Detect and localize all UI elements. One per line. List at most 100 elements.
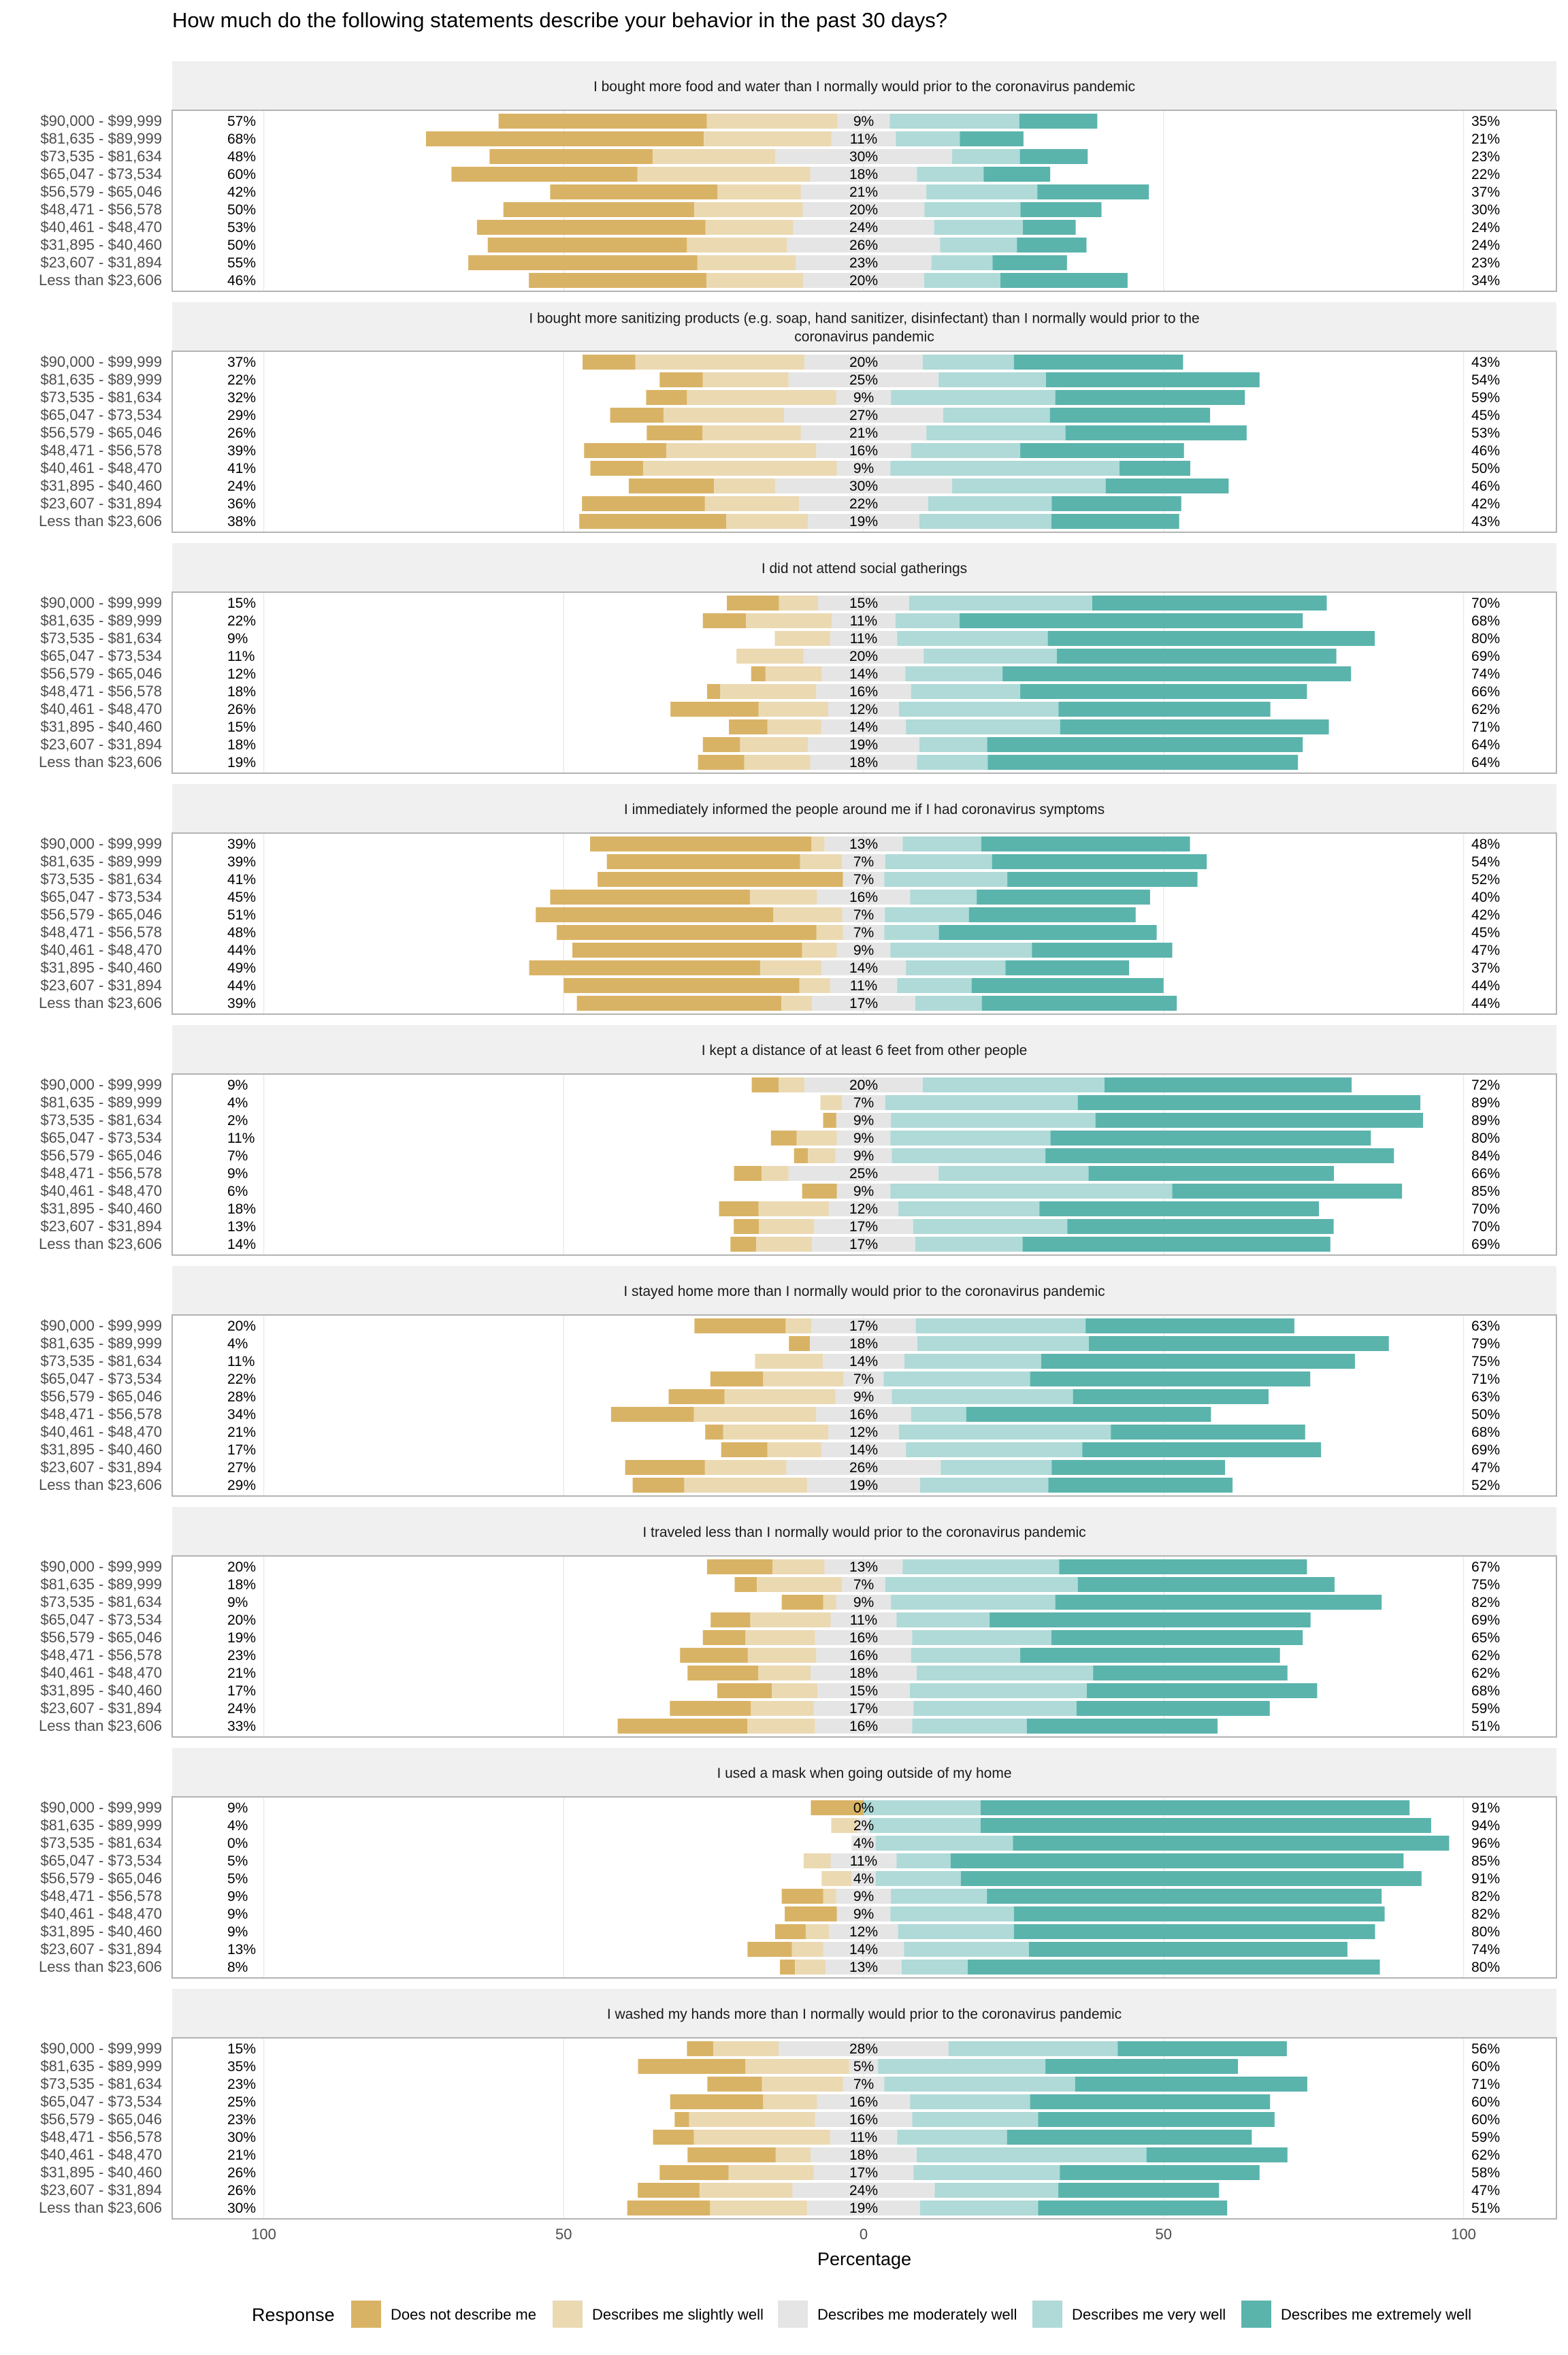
bar-segment-4 <box>884 925 939 940</box>
bar-segment-4 <box>878 2059 1046 2074</box>
center-percent-label: 5% <box>853 2059 874 2075</box>
category-label: $81,635 - $89,999 <box>40 371 162 388</box>
bar-segment-1 <box>584 443 666 458</box>
category-label: $23,607 - $31,894 <box>40 1940 162 1958</box>
right-percent-label: 30% <box>1471 202 1500 218</box>
bar-segment-5 <box>1030 2094 1271 2109</box>
right-percent-label: 70% <box>1471 1201 1500 1217</box>
category-label: $48,471 - $56,578 <box>40 1887 162 1904</box>
category-label: $31,895 - $40,460 <box>40 1923 162 1940</box>
panel-title: I immediately informed the people around… <box>624 802 1105 817</box>
bar-segment-1 <box>706 1559 773 1574</box>
right-percent-label: 94% <box>1471 1818 1500 1834</box>
category-label: $56,579 - $65,046 <box>40 424 162 441</box>
bar-segment-4 <box>884 872 1008 887</box>
category-label: $31,895 - $40,460 <box>40 236 162 253</box>
left-percent-label: 13% <box>227 1942 256 1958</box>
bar-segment-4 <box>884 2077 1075 2092</box>
bar-segment-3 <box>817 890 911 905</box>
bar-segment-1 <box>802 1184 837 1199</box>
right-percent-label: 65% <box>1471 1630 1500 1646</box>
bar-segment-2 <box>637 167 811 182</box>
category-label: $90,000 - $99,999 <box>40 1799 162 1816</box>
panel: I bought more sanitizing products (e.g. … <box>39 302 1557 533</box>
bar-segment-3 <box>836 943 891 958</box>
bar-segment-2 <box>749 890 817 905</box>
bar-segment-1 <box>668 1389 725 1404</box>
left-percent-label: 18% <box>227 1201 256 1217</box>
left-percent-label: 20% <box>227 1559 256 1575</box>
right-percent-label: 47% <box>1471 2183 1500 2198</box>
right-percent-label: 82% <box>1471 1906 1500 1922</box>
bar-segment-4 <box>912 2112 1039 2127</box>
panel-title: I kept a distance of at least 6 feet fro… <box>702 1043 1028 1058</box>
bar-segment-3 <box>799 496 928 511</box>
bar-segment-1 <box>670 1701 751 1716</box>
center-percent-label: 16% <box>849 1648 878 1663</box>
center-percent-label: 18% <box>849 167 878 182</box>
bar-segment-2 <box>800 854 843 869</box>
category-label: $73,535 - $81,634 <box>40 630 162 647</box>
center-percent-label: 0% <box>853 1800 874 1816</box>
bar-segment-4 <box>885 1577 1078 1592</box>
bar-segment-2 <box>795 1960 826 1975</box>
bar-segment-1 <box>729 719 768 734</box>
bar-segment-3 <box>842 854 885 869</box>
panel: I used a mask when going outside of my h… <box>39 1748 1557 1979</box>
left-percent-label: 18% <box>227 737 256 753</box>
bar-segment-3 <box>787 238 941 253</box>
bar-segment-1 <box>785 1906 837 1921</box>
left-percent-label: 23% <box>227 1648 256 1663</box>
bar-segment-2 <box>723 1425 828 1440</box>
left-percent-label: 19% <box>227 755 256 770</box>
bar-segment-4 <box>897 631 1048 646</box>
bar-segment-2 <box>693 202 803 217</box>
right-percent-label: 69% <box>1471 1237 1500 1252</box>
left-percent-label: 0% <box>227 1836 248 1851</box>
bar-segment-1 <box>705 1425 723 1440</box>
right-percent-label: 91% <box>1471 1871 1500 1887</box>
bar-segment-2 <box>744 755 811 770</box>
bar-segment-5 <box>990 1612 1311 1627</box>
category-label: $65,047 - $73,534 <box>40 2093 162 2110</box>
bar-segment-1 <box>719 1201 759 1216</box>
category-label: Less than $23,606 <box>39 513 162 530</box>
bar-segment-5 <box>1051 1630 1303 1645</box>
left-percent-label: 37% <box>227 355 256 370</box>
right-percent-label: 71% <box>1471 1371 1500 1387</box>
bar-segment-5 <box>1030 1371 1311 1386</box>
bar-segment-2 <box>750 1612 831 1627</box>
category-label: $40,461 - $48,470 <box>40 1905 162 1922</box>
bar-segment-1 <box>780 1960 796 1975</box>
left-percent-label: 9% <box>227 1595 248 1610</box>
category-label: $40,461 - $48,470 <box>40 1423 162 1440</box>
bar-segment-1 <box>698 755 745 770</box>
bar-segment-4 <box>885 907 969 922</box>
center-percent-label: 9% <box>853 1184 874 1199</box>
right-percent-label: 63% <box>1471 1389 1500 1405</box>
right-percent-label: 75% <box>1471 1577 1500 1593</box>
bar-segment-2 <box>779 1077 805 1092</box>
bar-segment-4 <box>952 478 1106 493</box>
bar-segment-5 <box>1045 2059 1239 2074</box>
bar-segment-1 <box>707 2077 762 2092</box>
bar-segment-1 <box>674 2112 689 2127</box>
left-percent-label: 29% <box>227 408 256 423</box>
bar-segment-5 <box>1017 238 1087 253</box>
bar-segment-1 <box>550 890 750 905</box>
bar-segment-5 <box>980 1800 1410 1815</box>
category-label: $90,000 - $99,999 <box>40 1317 162 1334</box>
bar-segment-2 <box>808 1148 836 1163</box>
bar-segment-4 <box>922 355 1014 370</box>
right-percent-label: 79% <box>1471 1336 1500 1352</box>
bar-segment-1 <box>702 1630 746 1645</box>
bar-segment-1 <box>579 514 727 529</box>
left-percent-label: 33% <box>227 1719 256 1734</box>
x-axis: 100 50 0 50 100 <box>251 2226 1476 2243</box>
bar-segment-5 <box>1111 1425 1305 1440</box>
center-percent-label: 9% <box>853 390 874 406</box>
bar-segment-5 <box>981 837 1190 851</box>
category-label: $48,471 - $56,578 <box>40 683 162 700</box>
center-percent-label: 26% <box>849 1460 878 1476</box>
bar-segment-4 <box>892 1389 1073 1404</box>
